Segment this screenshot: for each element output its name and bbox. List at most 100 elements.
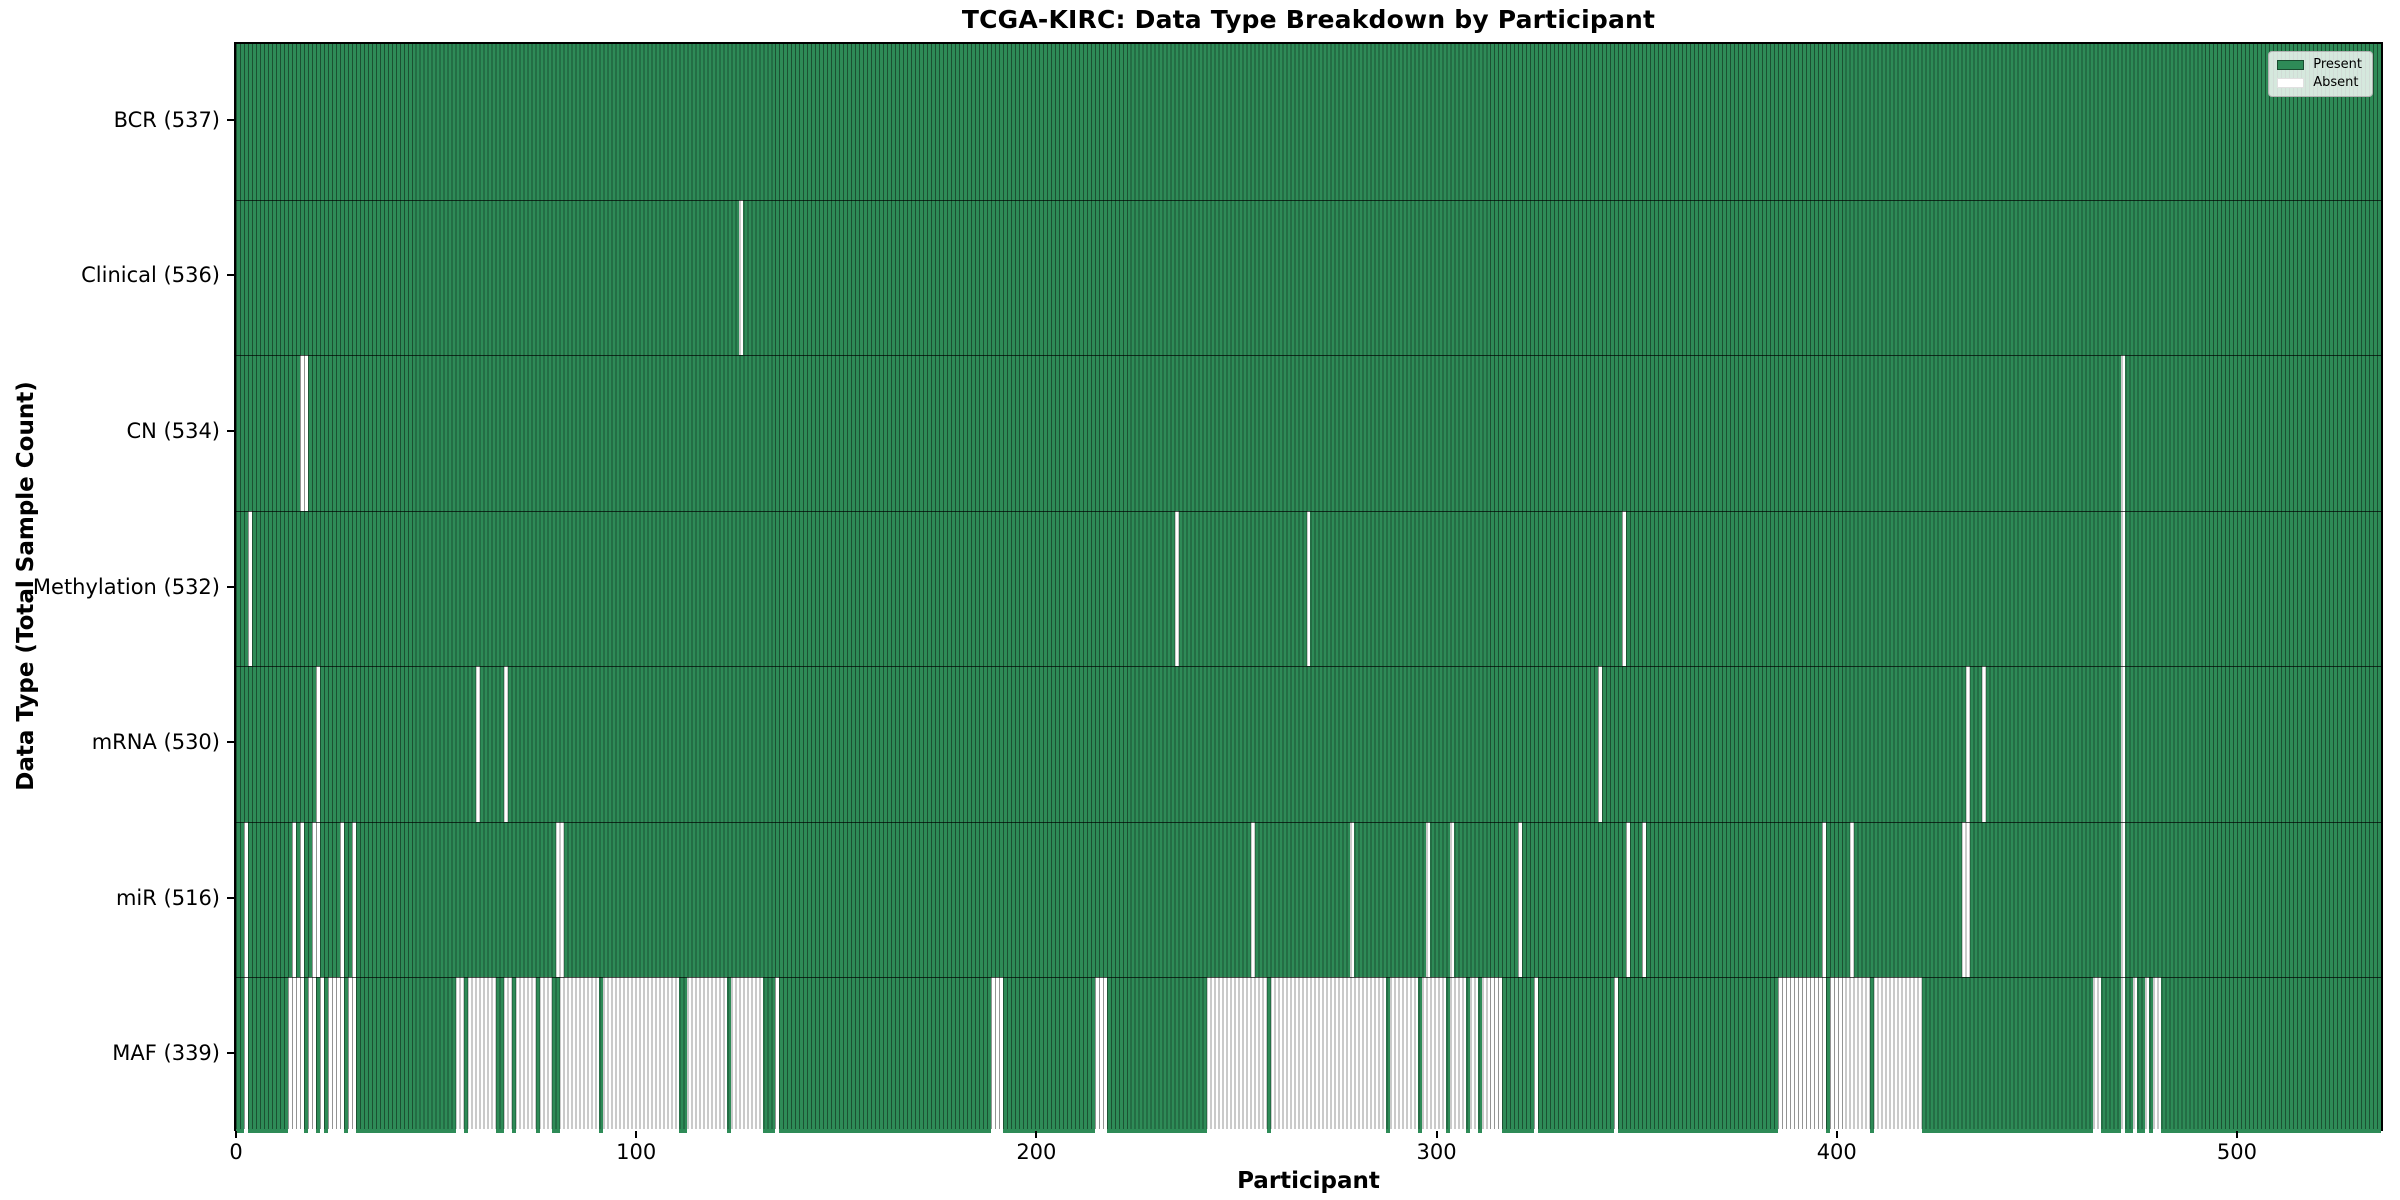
absent-gap	[467, 977, 496, 1133]
absent-gap	[1626, 821, 1631, 978]
chart-title: TCGA-KIRC: Data Type Breakdown by Partic…	[961, 5, 1656, 34]
absent-gap	[775, 977, 780, 1133]
absent-gap	[2121, 510, 2126, 667]
absent-gap	[1622, 510, 1627, 667]
row-Methylation	[236, 510, 2381, 667]
absent-gap	[291, 821, 296, 978]
y-tick-mark	[227, 118, 234, 121]
y-tick-label-BCR: BCR (537)	[113, 107, 220, 132]
absent-gap	[2121, 977, 2126, 1133]
y-tick-label-Methylation: Methylation (532)	[32, 574, 220, 599]
absent-gap	[2121, 666, 2126, 822]
absent-gap	[1094, 977, 1107, 1133]
absent-gap	[539, 977, 552, 1133]
absent-gap	[1981, 666, 1986, 822]
x-axis-label: Participant	[1237, 1168, 1380, 1194]
y-tick-label-miR: miR (516)	[115, 885, 220, 910]
absent-gap	[2121, 355, 2126, 511]
absent-gap	[1849, 821, 1854, 978]
y-tick-mark	[227, 741, 234, 744]
absent-gap	[1426, 821, 1431, 978]
absent-gap	[1206, 977, 1267, 1133]
absent-gap	[351, 821, 356, 978]
absent-gap	[1965, 666, 1970, 822]
row-separator	[236, 510, 2381, 512]
x-tick-label-400: 400	[1816, 1140, 1857, 1164]
y-tick-mark	[227, 274, 234, 277]
absent-gap	[243, 821, 248, 978]
absent-gap	[2133, 977, 2138, 1133]
x-tick-label-0: 0	[229, 1140, 243, 1164]
plot-area: Present Absent	[234, 42, 2383, 1133]
absent-gap	[1873, 977, 1922, 1133]
absent-gap	[307, 977, 316, 1133]
absent-gap	[603, 977, 680, 1133]
absent-gap	[299, 355, 308, 511]
absent-gap	[731, 977, 764, 1133]
x-tick-mark	[1035, 1131, 1038, 1138]
absent-gap	[1306, 510, 1311, 667]
row-BCR	[236, 44, 2381, 200]
absent-gap	[1450, 821, 1455, 978]
absent-gap	[1598, 666, 1603, 822]
x-tick-mark	[1835, 1131, 1838, 1138]
absent-gap	[2121, 821, 2126, 978]
absent-gap	[287, 977, 304, 1133]
x-tick-mark	[235, 1131, 237, 1138]
legend-swatch-absent	[2277, 78, 2305, 88]
row-CN	[236, 355, 2381, 511]
absent-gap	[503, 666, 508, 822]
absent-gap	[475, 666, 480, 822]
absent-gap	[687, 977, 728, 1133]
absent-gap	[527, 977, 536, 1133]
x-tick-mark	[635, 1131, 638, 1138]
y-tick-mark	[227, 1052, 234, 1055]
y-tick-label-mRNA: mRNA (530)	[91, 730, 220, 755]
row-mRNA	[236, 666, 2381, 822]
absent-gap	[347, 977, 356, 1133]
x-tick-label-300: 300	[1416, 1140, 1457, 1164]
row-separator	[236, 355, 2381, 357]
x-tick-mark	[2235, 1131, 2238, 1138]
absent-gap	[1777, 977, 1826, 1133]
absent-gap	[1270, 977, 1387, 1133]
y-tick-label-CN: CN (534)	[126, 418, 220, 443]
absent-gap	[1350, 821, 1355, 978]
absent-gap	[503, 977, 512, 1133]
absent-gap	[515, 977, 528, 1133]
absent-gap	[2093, 977, 2102, 1133]
absent-gap	[243, 977, 248, 1133]
absent-gap	[1518, 821, 1523, 978]
absent-gap	[1534, 977, 1539, 1133]
absent-gap	[559, 977, 600, 1133]
row-Clinical	[236, 199, 2381, 356]
absent-gap	[327, 977, 344, 1133]
absent-gap	[1642, 821, 1647, 978]
absent-gap	[315, 666, 320, 822]
row-separator	[236, 821, 2381, 823]
absent-gap	[339, 821, 344, 978]
row-separator	[236, 199, 2381, 201]
absent-gap	[1450, 977, 1467, 1133]
absent-gap	[1174, 510, 1179, 667]
x-tick-label-200: 200	[1016, 1140, 1057, 1164]
absent-gap	[2153, 977, 2162, 1133]
row-miR	[236, 821, 2381, 978]
row-separator	[236, 977, 2381, 979]
y-tick-mark	[227, 896, 234, 899]
x-tick-label-100: 100	[616, 1140, 657, 1164]
absent-gap	[2145, 977, 2150, 1133]
y-tick-label-Clinical: Clinical (536)	[81, 263, 220, 288]
row-MAF	[236, 977, 2381, 1133]
y-tick-label-MAF: MAF (339)	[112, 1041, 220, 1066]
absent-gap	[1390, 977, 1419, 1133]
absent-gap	[555, 821, 564, 978]
y-tick-mark	[227, 429, 234, 432]
legend-item-present: Present	[2277, 58, 2362, 72]
absent-gap	[1821, 821, 1826, 978]
legend-swatch-present	[2277, 60, 2305, 70]
absent-gap	[1482, 977, 1503, 1133]
legend: Present Absent	[2268, 51, 2373, 97]
absent-gap	[1961, 821, 1970, 978]
